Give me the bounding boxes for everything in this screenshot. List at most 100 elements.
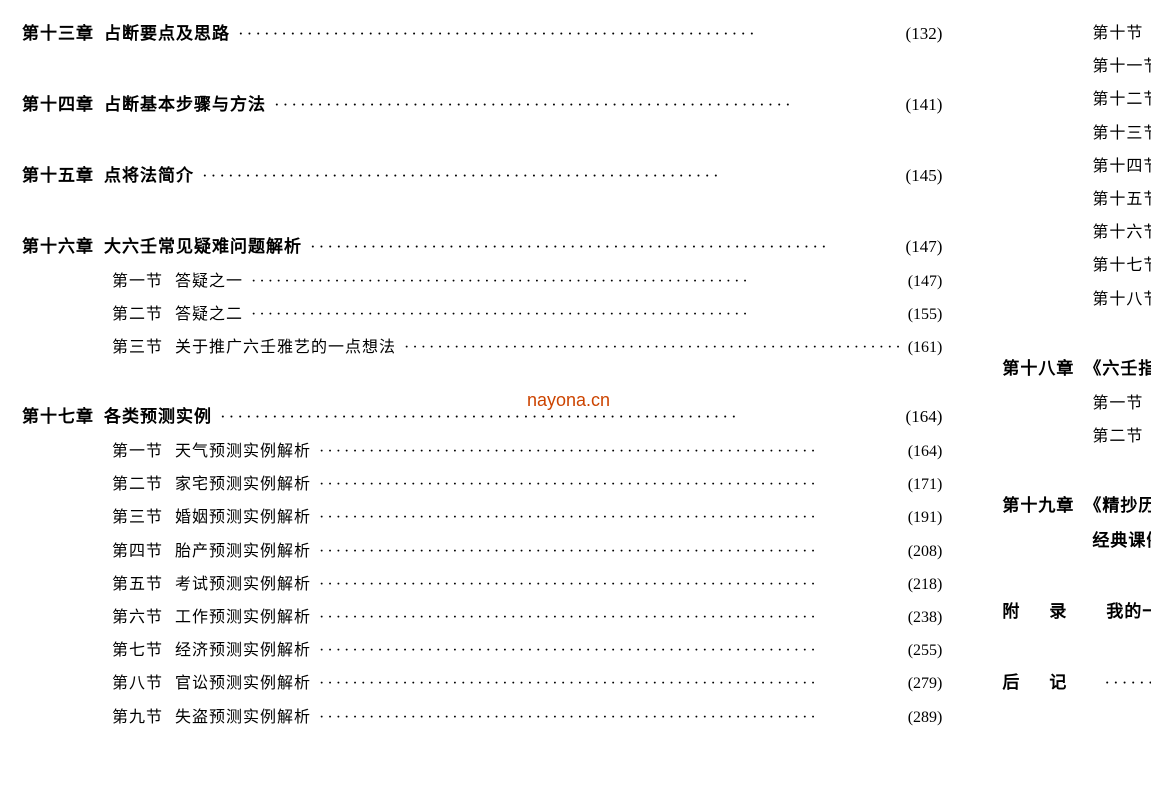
section-title: 答疑之一 <box>175 268 243 295</box>
toc-chapter-row: 第十七章各类预测实例······························… <box>22 403 942 432</box>
leader-dots: ········································… <box>319 670 904 697</box>
right-column: 第十节出行预测实例解析·····························… <box>972 0 1151 788</box>
chapter-label: 第十五章 <box>22 162 94 191</box>
toc-section-row: 第七节经济预测实例解析·····························… <box>22 637 942 664</box>
chapter-title-line2: 经典课例欣赏 <box>1092 527 1151 556</box>
section-label: 第十节 <box>1092 20 1143 47</box>
section-label: 第一节 <box>112 268 163 295</box>
section-label: 第十三节 <box>1092 120 1151 147</box>
toc-chapter-row: 第十六章大六壬常见疑难问题解析·························… <box>22 233 942 262</box>
toc-section-row: 第十六节阴宅预测实例解析····························… <box>1002 219 1151 246</box>
toc-section-row: 第一节天气预测实例解析·····························… <box>22 438 942 465</box>
appendix-title: 我的一些网络文章 <box>1106 598 1151 627</box>
toc-section-row: 第十八节运筹趋避实例解析····························… <box>1002 286 1151 313</box>
toc-section-row: 第十三节体育赛事预测实例解析··························… <box>1002 120 1151 147</box>
toc-chapter-row: 第十五章点将法简介 ·······························… <box>22 162 942 191</box>
page-number: (255) <box>908 637 943 664</box>
chapter-label: 第十三章 <box>22 20 94 49</box>
section-label: 第七节 <box>112 637 163 664</box>
chapter-title: 占断基本步骤与方法 <box>104 91 266 120</box>
chapter-label: 第十七章 <box>22 403 94 432</box>
leader-dots: ········································… <box>251 301 904 328</box>
toc-section-row: 第六节工作预测实例解析 ·····························… <box>22 604 942 631</box>
chapter-title: 《六壬指南占验精选评注》选例赏析 <box>1084 355 1151 384</box>
chapter-label: 第十四章 <box>22 91 94 120</box>
section-label: 第九节 <box>112 704 163 731</box>
page-number: (279) <box>908 670 943 697</box>
toc-section-row: 第二节家宅预测实例解析 ·····························… <box>22 471 942 498</box>
section-title: 关于推广六壬雅艺的一点想法 <box>175 334 396 361</box>
leader-dots: ········································… <box>319 704 904 731</box>
chapter-title: 点将法简介 <box>104 162 194 191</box>
leader-dots: ········································… <box>310 233 902 262</box>
leader-dots: ········································… <box>319 471 904 498</box>
leader-dots: ········································… <box>319 604 904 631</box>
leader-dots: ········································… <box>319 504 904 531</box>
section-title: 工作预测实例解析 <box>175 604 311 631</box>
chapter-label: 第十八章 <box>1002 355 1074 384</box>
toc-section-row: 第三节关于推广六壬雅艺的一点想法························… <box>22 334 942 361</box>
toc-chapter-row: 第十八章《六壬指南占验精选评注》选例赏析…(415) <box>1002 355 1151 384</box>
section-title: 答疑之二 <box>175 301 243 328</box>
chapter-title: 各类预测实例 <box>104 403 212 432</box>
appendix-row: 附录我的一些网络文章······························… <box>1002 598 1151 627</box>
section-label: 第十一节 <box>1092 53 1151 80</box>
section-label: 第十二节 <box>1092 86 1151 113</box>
section-title: 失盗预测实例解析 <box>175 704 311 731</box>
leader-dots: ········································… <box>319 538 904 565</box>
section-label: 第五节 <box>112 571 163 598</box>
page-number: (164) <box>906 403 943 432</box>
section-title: 胎产预测实例解析 <box>175 538 311 565</box>
section-label: 第十五节 <box>1092 186 1151 213</box>
section-label: 第六节 <box>112 604 163 631</box>
section-label: 第十六节 <box>1092 219 1151 246</box>
toc-section-row: 第十一节行人预测实例解析····························… <box>1002 53 1151 80</box>
page-number: (145) <box>906 162 943 191</box>
watermark-text: nayona.cn <box>527 390 610 411</box>
leader-dots: ········································… <box>1104 669 1151 698</box>
leader-dots: ········································… <box>319 571 904 598</box>
section-title: 考试预测实例解析 <box>175 571 311 598</box>
toc-section-row: 第十七节终身预测实例解析····························… <box>1002 252 1151 279</box>
toc-chapter-row: 第十九章《精抄历代六壬占验汇选》 <box>1002 492 1151 521</box>
section-label: 第十四节 <box>1092 153 1151 180</box>
section-title: 婚姻预测实例解析 <box>175 504 311 531</box>
section-title: 天气预测实例解析 <box>175 438 311 465</box>
toc-section-row: 第十节出行预测实例解析·····························… <box>1002 20 1151 47</box>
page-number: (161) <box>908 334 943 361</box>
chapter-title-line1: 《精抄历代六壬占验汇选》 <box>1084 492 1151 521</box>
section-title: 家宅预测实例解析 <box>175 471 311 498</box>
appendix-label: 附录 <box>1002 598 1096 627</box>
chapter-label: 第十六章 <box>22 233 94 262</box>
toc-section-row: 第二节若干选例赏析·······························… <box>1002 423 1151 450</box>
page-number: (171) <box>908 471 943 498</box>
leader-dots: ········································… <box>202 162 902 191</box>
leader-dots: ········································… <box>319 637 904 664</box>
toc-section-row: 第三节婚姻预测实例解析 ·····························… <box>22 504 942 531</box>
page-number: (155) <box>908 301 943 328</box>
section-label: 第四节 <box>112 538 163 565</box>
toc-section-row: 第五节考试预测实例解析 ·····························… <box>22 571 942 598</box>
page-number: (132) <box>906 20 943 49</box>
section-label: 第一节 <box>1092 390 1143 417</box>
page-number: (208) <box>908 538 943 565</box>
toc-chapter-row: 第十四章占断基本步骤与方法···························… <box>22 91 942 120</box>
page-number: (191) <box>908 504 943 531</box>
toc-section-row: 第九节失盗预测实例解析 ·····························… <box>22 704 942 731</box>
toc-chapter-row: 第十三章占断要点及思路·····························… <box>22 20 942 49</box>
leader-dots: ········································… <box>404 334 904 361</box>
section-label: 第二节 <box>112 471 163 498</box>
section-label: 第二节 <box>1092 423 1143 450</box>
toc-section-row: 第八节官讼预测实例解析 ·····························… <box>22 670 942 697</box>
section-label: 第二节 <box>112 301 163 328</box>
section-label: 第八节 <box>112 670 163 697</box>
section-title: 官讼预测实例解析 <box>175 670 311 697</box>
postscript-row: 后记······································… <box>1002 669 1151 698</box>
leader-dots: ········································… <box>251 268 904 295</box>
page-number: (147) <box>908 268 943 295</box>
section-label: 第十七节 <box>1092 252 1151 279</box>
toc-section-row: 第十二节疾病预测实例解析····························… <box>1002 86 1151 113</box>
page-number: (218) <box>908 571 943 598</box>
section-label: 第三节 <box>112 504 163 531</box>
page-number: (147) <box>906 233 943 262</box>
